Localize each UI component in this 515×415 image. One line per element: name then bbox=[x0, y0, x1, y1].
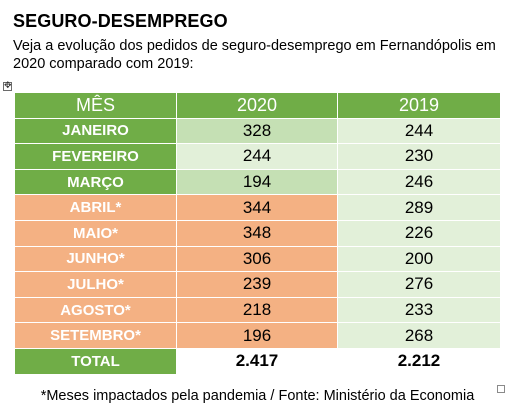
page-subtitle: Veja a evolução dos pedidos de seguro-de… bbox=[13, 38, 496, 72]
header-2019: 2019 bbox=[337, 92, 501, 119]
total-2020-cell: 2.417 bbox=[176, 347, 338, 375]
value-2020-cell: 348 bbox=[176, 219, 338, 247]
month-cell: JUNHO* bbox=[14, 245, 177, 273]
month-cell: MARÇO bbox=[14, 168, 177, 196]
value-2020-cell: 239 bbox=[176, 271, 338, 298]
value-2019-cell: 233 bbox=[337, 296, 501, 324]
table-row: JUNHO* 306 200 bbox=[14, 245, 501, 273]
value-2020-cell: 344 bbox=[176, 194, 338, 221]
month-cell: ABRIL* bbox=[14, 194, 177, 221]
table-row: JULHO* 239 276 bbox=[14, 271, 501, 298]
value-2020-cell: 218 bbox=[176, 296, 338, 324]
month-cell: JULHO* bbox=[14, 271, 177, 298]
value-2019-cell: 289 bbox=[337, 194, 501, 221]
month-cell: AGOSTO* bbox=[14, 296, 177, 324]
month-cell: JANEIRO bbox=[14, 117, 177, 145]
value-2019-cell: 244 bbox=[337, 117, 501, 145]
table-move-handle-icon[interactable]: ✥ bbox=[3, 81, 12, 91]
month-cell: SETEMBRO* bbox=[14, 322, 177, 349]
value-2020-cell: 194 bbox=[176, 168, 338, 196]
value-2020-cell: 306 bbox=[176, 245, 338, 273]
table-row: ABRIL* 344 289 bbox=[14, 194, 501, 221]
value-2020-cell: 328 bbox=[176, 117, 338, 145]
value-2019-cell: 226 bbox=[337, 219, 501, 247]
value-2020-cell: 196 bbox=[176, 322, 338, 349]
month-cell: FEVEREIRO bbox=[14, 143, 177, 170]
table-header-row: MÊS 2020 2019 bbox=[14, 92, 501, 119]
table-row: FEVEREIRO 244 230 bbox=[14, 143, 501, 170]
table-row: JANEIRO 328 244 bbox=[14, 117, 501, 145]
header-2020: 2020 bbox=[176, 92, 338, 119]
header-month: MÊS bbox=[14, 92, 177, 119]
value-2019-cell: 276 bbox=[337, 271, 501, 298]
page-title: SEGURO-DESEMPREGO bbox=[13, 11, 228, 31]
value-2019-cell: 246 bbox=[337, 168, 501, 196]
month-cell: MAIO* bbox=[14, 219, 177, 247]
table-row: SETEMBRO* 196 268 bbox=[14, 322, 501, 349]
total-2019-cell: 2.212 bbox=[337, 347, 501, 375]
unemployment-table: MÊS 2020 2019 JANEIRO 328 244 FEVEREIRO … bbox=[14, 92, 501, 375]
table-resize-handle-icon[interactable] bbox=[497, 385, 505, 393]
value-2020-cell: 244 bbox=[176, 143, 338, 170]
table-row: MARÇO 194 246 bbox=[14, 168, 501, 196]
value-2019-cell: 200 bbox=[337, 245, 501, 273]
footnote: *Meses impactados pela pandemia / Fonte:… bbox=[40, 388, 475, 404]
value-2019-cell: 268 bbox=[337, 322, 501, 349]
table-row: AGOSTO* 218 233 bbox=[14, 296, 501, 324]
value-2019-cell: 230 bbox=[337, 143, 501, 170]
total-row: TOTAL 2.417 2.212 bbox=[14, 347, 501, 375]
total-label: TOTAL bbox=[14, 347, 177, 375]
table-row: MAIO* 348 226 bbox=[14, 219, 501, 247]
